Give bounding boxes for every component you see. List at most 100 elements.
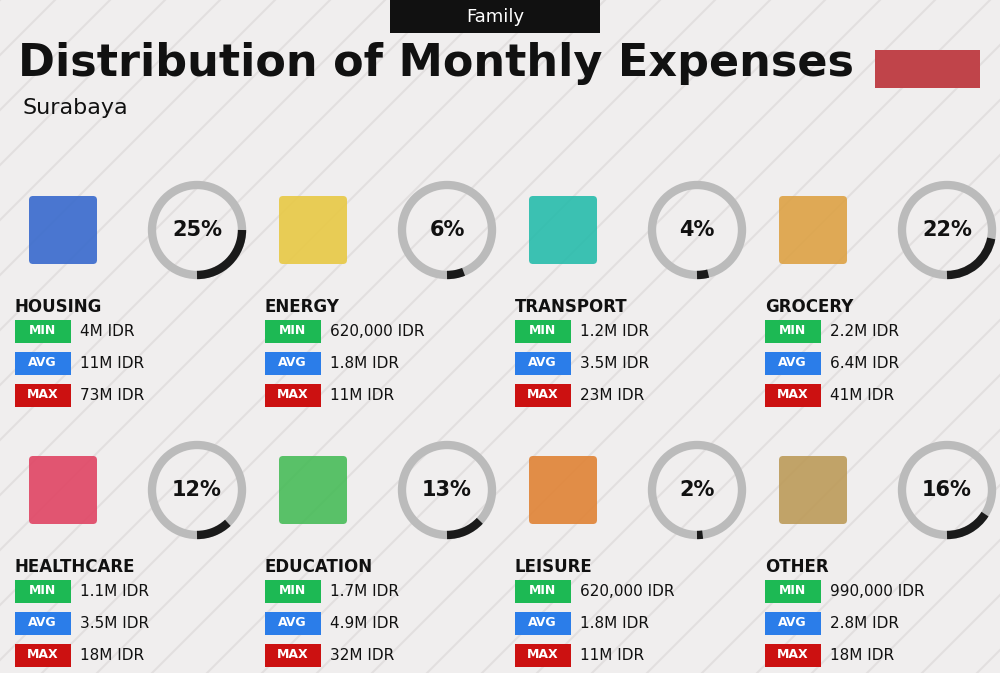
FancyBboxPatch shape bbox=[514, 384, 570, 406]
FancyBboxPatch shape bbox=[264, 612, 320, 635]
Text: GROCERY: GROCERY bbox=[765, 298, 853, 316]
Text: 990,000 IDR: 990,000 IDR bbox=[830, 583, 925, 598]
Text: AVG: AVG bbox=[778, 357, 807, 369]
FancyBboxPatch shape bbox=[529, 456, 597, 524]
FancyBboxPatch shape bbox=[765, 612, 820, 635]
Text: MIN: MIN bbox=[529, 324, 556, 337]
Text: 1.8M IDR: 1.8M IDR bbox=[580, 616, 649, 631]
FancyBboxPatch shape bbox=[279, 196, 347, 264]
Text: ENERGY: ENERGY bbox=[265, 298, 340, 316]
Text: 3.5M IDR: 3.5M IDR bbox=[580, 355, 649, 371]
Text: 2.8M IDR: 2.8M IDR bbox=[830, 616, 899, 631]
Text: AVG: AVG bbox=[778, 616, 807, 629]
Text: TRANSPORT: TRANSPORT bbox=[515, 298, 628, 316]
FancyBboxPatch shape bbox=[29, 456, 97, 524]
Text: 22%: 22% bbox=[922, 220, 972, 240]
FancyBboxPatch shape bbox=[514, 612, 570, 635]
FancyBboxPatch shape bbox=[264, 320, 320, 343]
FancyBboxPatch shape bbox=[514, 320, 570, 343]
FancyBboxPatch shape bbox=[14, 320, 70, 343]
FancyBboxPatch shape bbox=[264, 579, 320, 602]
Text: 4%: 4% bbox=[679, 220, 715, 240]
Text: AVG: AVG bbox=[28, 357, 57, 369]
FancyBboxPatch shape bbox=[14, 643, 70, 666]
Text: Surabaya: Surabaya bbox=[22, 98, 128, 118]
Text: 11M IDR: 11M IDR bbox=[330, 388, 394, 402]
Text: MIN: MIN bbox=[779, 324, 806, 337]
FancyBboxPatch shape bbox=[514, 351, 570, 374]
Text: 1.8M IDR: 1.8M IDR bbox=[330, 355, 399, 371]
FancyBboxPatch shape bbox=[14, 384, 70, 406]
Text: Distribution of Monthly Expenses: Distribution of Monthly Expenses bbox=[18, 42, 854, 85]
FancyBboxPatch shape bbox=[529, 196, 597, 264]
Text: MAX: MAX bbox=[27, 649, 58, 662]
Text: AVG: AVG bbox=[278, 357, 307, 369]
FancyBboxPatch shape bbox=[514, 643, 570, 666]
FancyBboxPatch shape bbox=[390, 0, 600, 33]
Text: AVG: AVG bbox=[528, 616, 557, 629]
FancyBboxPatch shape bbox=[264, 643, 320, 666]
Text: 1.1M IDR: 1.1M IDR bbox=[80, 583, 149, 598]
FancyBboxPatch shape bbox=[14, 579, 70, 602]
Text: 1.7M IDR: 1.7M IDR bbox=[330, 583, 399, 598]
Text: MAX: MAX bbox=[527, 649, 558, 662]
Text: MAX: MAX bbox=[777, 649, 808, 662]
Text: 13%: 13% bbox=[422, 480, 472, 500]
Text: OTHER: OTHER bbox=[765, 558, 829, 576]
Text: 6.4M IDR: 6.4M IDR bbox=[830, 355, 899, 371]
Text: 18M IDR: 18M IDR bbox=[830, 647, 894, 662]
Text: MAX: MAX bbox=[277, 649, 308, 662]
Text: MIN: MIN bbox=[29, 584, 56, 598]
Text: MAX: MAX bbox=[777, 388, 808, 402]
Text: 32M IDR: 32M IDR bbox=[330, 647, 394, 662]
Text: 16%: 16% bbox=[922, 480, 972, 500]
Text: 1.2M IDR: 1.2M IDR bbox=[580, 324, 649, 339]
FancyBboxPatch shape bbox=[14, 612, 70, 635]
Text: MIN: MIN bbox=[29, 324, 56, 337]
Text: 41M IDR: 41M IDR bbox=[830, 388, 894, 402]
Text: 2.2M IDR: 2.2M IDR bbox=[830, 324, 899, 339]
FancyBboxPatch shape bbox=[765, 320, 820, 343]
Text: MIN: MIN bbox=[279, 324, 306, 337]
Text: 73M IDR: 73M IDR bbox=[80, 388, 144, 402]
Text: AVG: AVG bbox=[278, 616, 307, 629]
FancyBboxPatch shape bbox=[514, 579, 570, 602]
Text: MIN: MIN bbox=[529, 584, 556, 598]
Text: 2%: 2% bbox=[679, 480, 715, 500]
FancyBboxPatch shape bbox=[779, 456, 847, 524]
Text: Family: Family bbox=[466, 7, 524, 26]
Text: LEISURE: LEISURE bbox=[515, 558, 593, 576]
FancyBboxPatch shape bbox=[765, 351, 820, 374]
Text: 620,000 IDR: 620,000 IDR bbox=[580, 583, 674, 598]
Text: 3.5M IDR: 3.5M IDR bbox=[80, 616, 149, 631]
FancyBboxPatch shape bbox=[29, 196, 97, 264]
Text: 620,000 IDR: 620,000 IDR bbox=[330, 324, 424, 339]
Text: MAX: MAX bbox=[27, 388, 58, 402]
Text: 11M IDR: 11M IDR bbox=[580, 647, 644, 662]
FancyBboxPatch shape bbox=[264, 351, 320, 374]
Text: AVG: AVG bbox=[28, 616, 57, 629]
Text: 18M IDR: 18M IDR bbox=[80, 647, 144, 662]
FancyBboxPatch shape bbox=[279, 456, 347, 524]
Text: MAX: MAX bbox=[277, 388, 308, 402]
Text: HOUSING: HOUSING bbox=[15, 298, 102, 316]
Text: 11M IDR: 11M IDR bbox=[80, 355, 144, 371]
Text: MAX: MAX bbox=[527, 388, 558, 402]
FancyBboxPatch shape bbox=[875, 50, 980, 88]
Text: EDUCATION: EDUCATION bbox=[265, 558, 373, 576]
Text: MIN: MIN bbox=[779, 584, 806, 598]
FancyBboxPatch shape bbox=[14, 351, 70, 374]
Text: 4M IDR: 4M IDR bbox=[80, 324, 134, 339]
FancyBboxPatch shape bbox=[765, 579, 820, 602]
FancyBboxPatch shape bbox=[765, 384, 820, 406]
Text: 23M IDR: 23M IDR bbox=[580, 388, 644, 402]
FancyBboxPatch shape bbox=[765, 643, 820, 666]
Text: 6%: 6% bbox=[429, 220, 465, 240]
Text: 4.9M IDR: 4.9M IDR bbox=[330, 616, 399, 631]
FancyBboxPatch shape bbox=[264, 384, 320, 406]
FancyBboxPatch shape bbox=[779, 196, 847, 264]
Text: HEALTHCARE: HEALTHCARE bbox=[15, 558, 136, 576]
Text: MIN: MIN bbox=[279, 584, 306, 598]
Text: 12%: 12% bbox=[172, 480, 222, 500]
Text: AVG: AVG bbox=[528, 357, 557, 369]
